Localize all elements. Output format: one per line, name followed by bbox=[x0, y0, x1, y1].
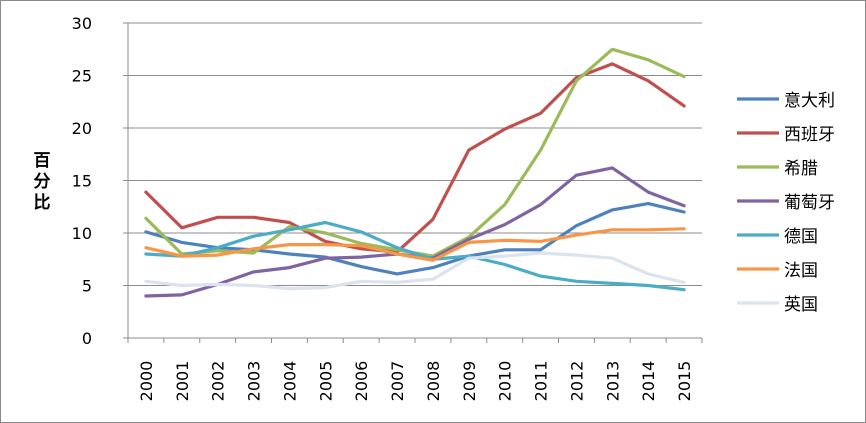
x-tick-label: 2015 bbox=[675, 361, 694, 402]
legend-label: 西班牙 bbox=[784, 125, 835, 145]
series-line bbox=[144, 227, 686, 262]
series-line bbox=[144, 62, 686, 254]
legend-label: 英国 bbox=[784, 295, 818, 315]
x-tick-label: 2014 bbox=[639, 361, 658, 402]
y-tick-label: 30 bbox=[72, 14, 92, 33]
x-tick-label: 2009 bbox=[460, 361, 479, 402]
x-tick-label: 2000 bbox=[137, 361, 156, 402]
x-tick-label: 2003 bbox=[245, 361, 264, 402]
legend-label: 法国 bbox=[784, 261, 818, 281]
y-tick-label: 5 bbox=[82, 277, 92, 296]
y-axis-label: 百分比 bbox=[34, 151, 51, 213]
x-tick-label: 2004 bbox=[280, 361, 299, 402]
y-tick-label: 20 bbox=[72, 119, 92, 138]
x-tick-label: 2008 bbox=[424, 361, 443, 402]
y-tick-label: 10 bbox=[72, 224, 92, 243]
x-tick-label: 2013 bbox=[603, 361, 622, 402]
y-tick-label: 25 bbox=[72, 67, 92, 86]
x-tick-label: 2005 bbox=[316, 361, 335, 402]
y-tick-label: 15 bbox=[72, 172, 92, 191]
x-tick-label: 2006 bbox=[352, 361, 371, 402]
legend-label: 葡萄牙 bbox=[784, 193, 835, 213]
x-tick-label: 2012 bbox=[567, 361, 586, 402]
x-tick-label: 2001 bbox=[173, 361, 192, 402]
y-tick-label: 0 bbox=[82, 329, 92, 348]
legend-label: 意大利 bbox=[784, 91, 835, 111]
series-line bbox=[144, 220, 686, 292]
y-tick-labels: 0 5 10 15 20 25 30 bbox=[72, 14, 92, 348]
series-line bbox=[144, 47, 686, 258]
legend-label: 德国 bbox=[784, 227, 818, 247]
legend-label: 希腊 bbox=[784, 159, 818, 179]
series-lines bbox=[144, 47, 686, 298]
x-tick-label: 2002 bbox=[209, 361, 228, 402]
axes bbox=[123, 22, 703, 343]
series-line bbox=[144, 202, 686, 276]
series-line bbox=[144, 251, 686, 291]
x-tick-label: 2007 bbox=[388, 361, 407, 402]
x-tick-labels: 2000 2001 2002 2003 2004 2005 2006 2007 2008 2009… bbox=[137, 361, 694, 402]
x-tick-label: 2011 bbox=[532, 361, 551, 402]
x-tick-label: 2010 bbox=[496, 361, 515, 402]
